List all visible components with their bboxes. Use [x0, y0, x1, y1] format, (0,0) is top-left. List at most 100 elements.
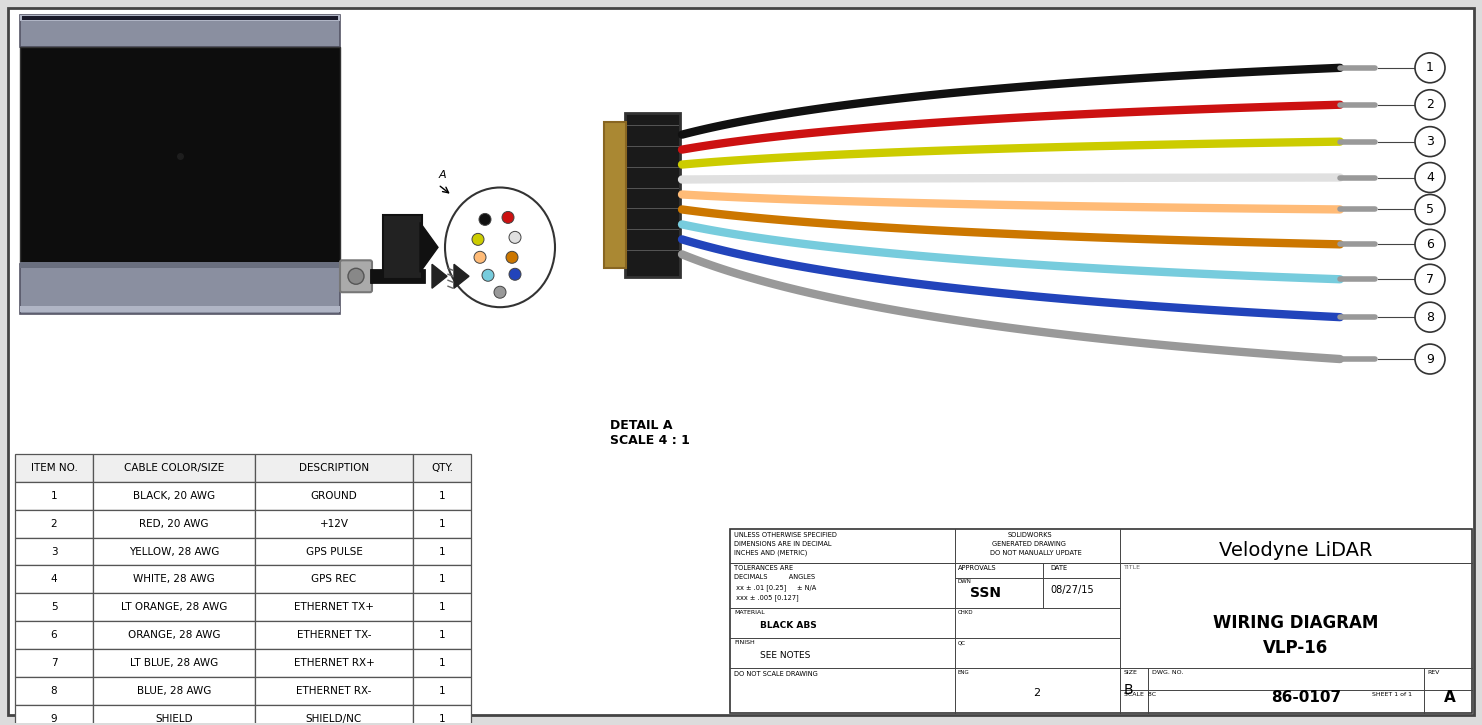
Text: SHEET 1 of 1: SHEET 1 of 1 [1372, 692, 1412, 697]
Circle shape [482, 269, 494, 281]
FancyBboxPatch shape [19, 15, 339, 21]
Text: 1: 1 [50, 491, 58, 501]
Text: SEE NOTES: SEE NOTES [760, 651, 811, 660]
Text: TOLERANCES ARE: TOLERANCES ARE [734, 565, 793, 571]
FancyBboxPatch shape [15, 566, 93, 594]
Text: 5: 5 [1426, 203, 1435, 216]
Circle shape [348, 268, 365, 284]
Text: BLACK, 20 AWG: BLACK, 20 AWG [133, 491, 215, 501]
Text: DWG. NO.: DWG. NO. [1152, 670, 1183, 675]
Text: ETHERNET RX-: ETHERNET RX- [296, 686, 372, 696]
Text: ORANGE, 28 AWG: ORANGE, 28 AWG [127, 630, 221, 640]
Text: 5: 5 [50, 602, 58, 613]
FancyBboxPatch shape [255, 705, 413, 725]
FancyBboxPatch shape [15, 677, 93, 705]
Text: Velodyne LiDAR: Velodyne LiDAR [1220, 541, 1372, 560]
Text: 2: 2 [50, 518, 58, 529]
Text: ETHERNET TX+: ETHERNET TX+ [293, 602, 373, 613]
Text: MATERIAL: MATERIAL [734, 610, 765, 616]
Polygon shape [431, 265, 448, 289]
Text: 6: 6 [1426, 238, 1435, 251]
Text: xx ± .01 [0.25]     ± N/A: xx ± .01 [0.25] ± N/A [734, 584, 817, 591]
Circle shape [474, 252, 486, 263]
FancyBboxPatch shape [413, 621, 471, 650]
Text: INCHES AND (METRIC): INCHES AND (METRIC) [734, 550, 808, 556]
Text: APPROVALS: APPROVALS [957, 565, 996, 571]
FancyBboxPatch shape [15, 454, 93, 481]
Text: 1: 1 [439, 658, 445, 668]
Text: 3: 3 [1426, 135, 1435, 148]
FancyBboxPatch shape [413, 677, 471, 705]
FancyBboxPatch shape [255, 454, 413, 481]
FancyBboxPatch shape [413, 481, 471, 510]
FancyBboxPatch shape [93, 566, 255, 594]
Text: RED, 20 AWG: RED, 20 AWG [139, 518, 209, 529]
FancyBboxPatch shape [255, 481, 413, 510]
FancyBboxPatch shape [605, 122, 625, 268]
FancyBboxPatch shape [15, 510, 93, 537]
Text: DWN: DWN [957, 579, 972, 584]
FancyBboxPatch shape [93, 454, 255, 481]
Text: SSN: SSN [971, 587, 1000, 600]
Text: 1: 1 [1426, 62, 1435, 75]
FancyBboxPatch shape [15, 537, 93, 566]
FancyBboxPatch shape [19, 265, 339, 314]
FancyBboxPatch shape [255, 650, 413, 677]
Polygon shape [453, 265, 468, 289]
Circle shape [1415, 127, 1445, 157]
Text: 1: 1 [439, 602, 445, 613]
Text: GPS PULSE: GPS PULSE [305, 547, 363, 557]
FancyBboxPatch shape [15, 650, 93, 677]
Circle shape [1415, 53, 1445, 83]
FancyBboxPatch shape [93, 705, 255, 725]
Text: SOLIDWORKS: SOLIDWORKS [1008, 531, 1052, 538]
FancyBboxPatch shape [625, 112, 680, 277]
Text: 3: 3 [50, 547, 58, 557]
Circle shape [479, 213, 491, 225]
Text: QC: QC [957, 640, 966, 645]
Circle shape [471, 233, 485, 245]
Text: SHIELD: SHIELD [156, 714, 193, 724]
Text: DESCRIPTION: DESCRIPTION [299, 463, 369, 473]
FancyBboxPatch shape [255, 510, 413, 537]
FancyBboxPatch shape [413, 566, 471, 594]
FancyBboxPatch shape [93, 621, 255, 650]
FancyBboxPatch shape [255, 566, 413, 594]
Text: UNLESS OTHERWISE SPECIFIED: UNLESS OTHERWISE SPECIFIED [734, 531, 837, 538]
Text: A: A [439, 170, 446, 180]
Text: GROUND: GROUND [311, 491, 357, 501]
FancyBboxPatch shape [413, 705, 471, 725]
Circle shape [1415, 90, 1445, 120]
Text: WHITE, 28 AWG: WHITE, 28 AWG [133, 574, 215, 584]
Text: DETAIL A
SCALE 4 : 1: DETAIL A SCALE 4 : 1 [611, 419, 691, 447]
Text: 1: 1 [439, 686, 445, 696]
Text: FINISH: FINISH [734, 640, 754, 645]
Circle shape [1415, 265, 1445, 294]
Text: 1: 1 [439, 547, 445, 557]
FancyBboxPatch shape [15, 621, 93, 650]
FancyBboxPatch shape [413, 510, 471, 537]
FancyBboxPatch shape [731, 529, 1472, 713]
Text: 08/27/15: 08/27/15 [1051, 586, 1094, 595]
FancyBboxPatch shape [255, 594, 413, 621]
Text: ETHERNET RX+: ETHERNET RX+ [293, 658, 375, 668]
Circle shape [508, 268, 522, 281]
FancyBboxPatch shape [19, 262, 339, 268]
Text: 1: 1 [439, 714, 445, 724]
Text: REV: REV [1427, 670, 1439, 675]
FancyBboxPatch shape [255, 621, 413, 650]
Text: QTY.: QTY. [431, 463, 453, 473]
FancyBboxPatch shape [93, 481, 255, 510]
Text: A: A [1443, 690, 1455, 705]
Circle shape [494, 286, 505, 298]
FancyBboxPatch shape [339, 260, 372, 292]
FancyBboxPatch shape [413, 537, 471, 566]
Text: ENG: ENG [957, 670, 969, 675]
Text: 9: 9 [1426, 352, 1435, 365]
Text: VLP-16: VLP-16 [1263, 639, 1329, 658]
Text: WIRING DIAGRAM: WIRING DIAGRAM [1214, 614, 1378, 632]
Text: +12V: +12V [320, 518, 348, 529]
Text: GPS REC: GPS REC [311, 574, 357, 584]
Circle shape [1415, 344, 1445, 374]
FancyBboxPatch shape [413, 594, 471, 621]
